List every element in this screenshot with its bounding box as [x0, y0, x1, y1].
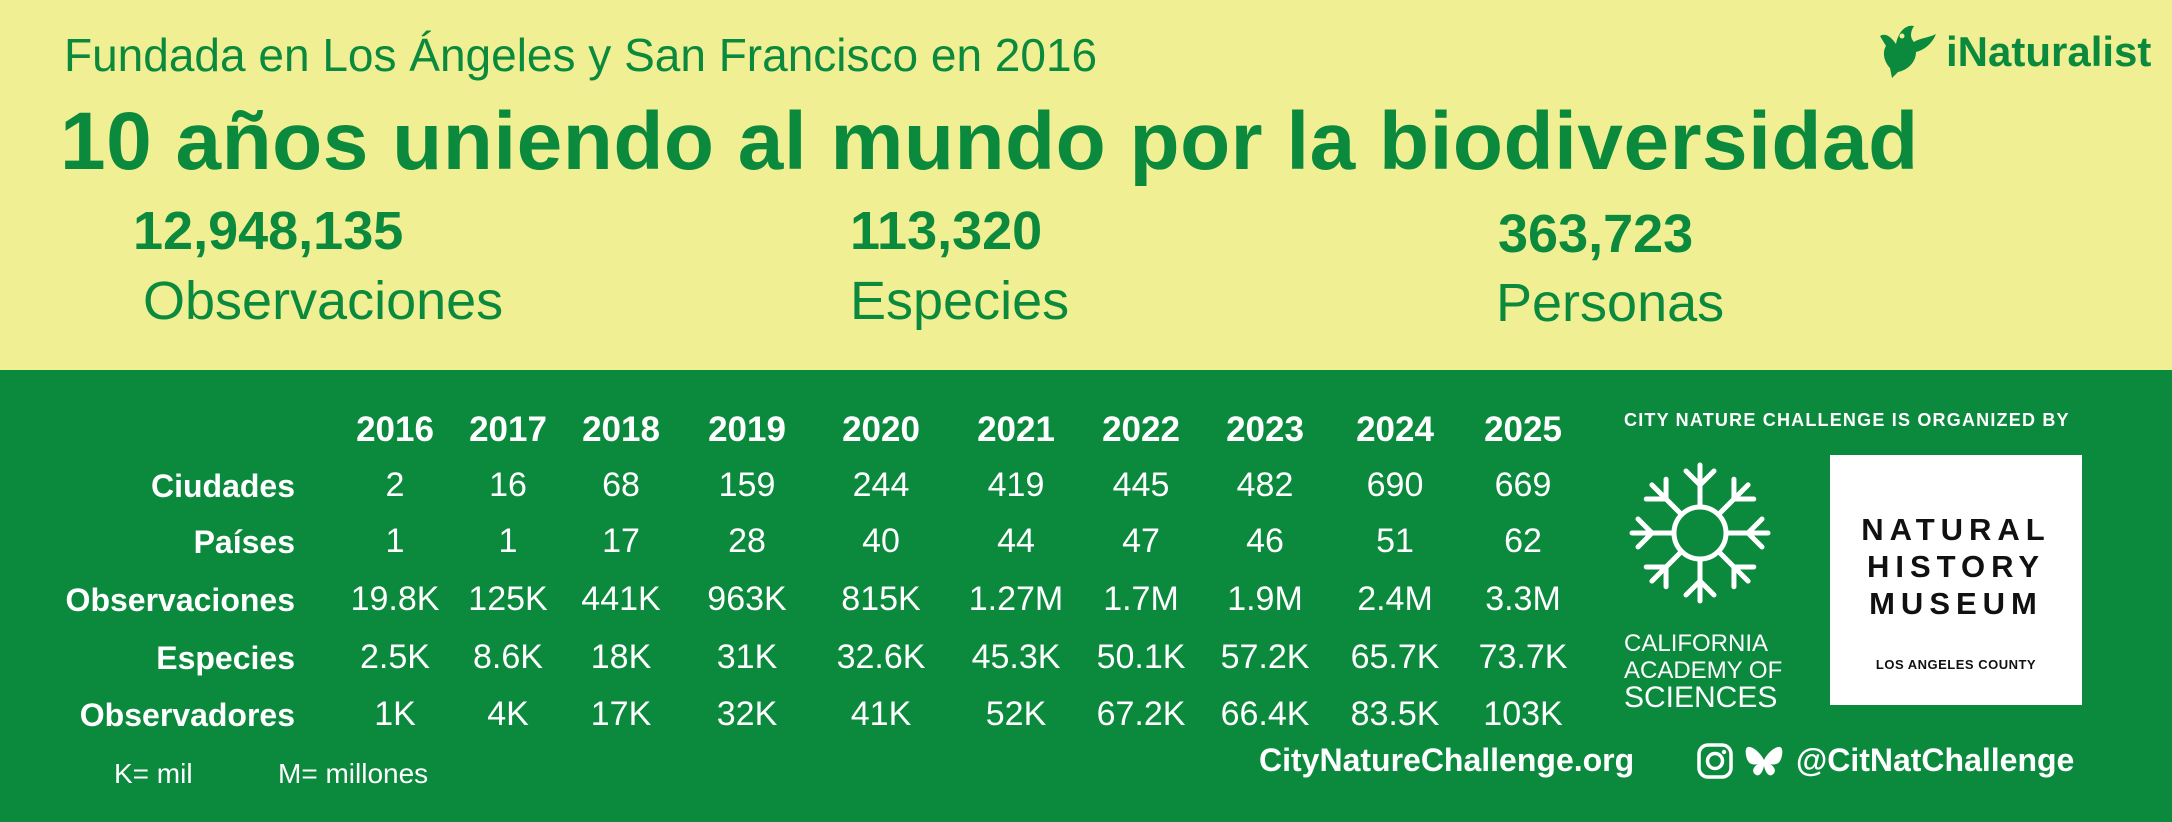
table-cell: 68: [602, 466, 640, 504]
social-handle[interactable]: @CitNatChallenge: [1796, 742, 2075, 778]
legend-k: K= mil: [114, 758, 193, 789]
year-header: 2020: [842, 410, 920, 449]
table-cell: 103K: [1483, 695, 1563, 733]
subtitle: Fundada en Los Ángeles y San Francisco e…: [64, 29, 1098, 81]
natural-history-museum-logo: NATURAL HISTORY MUSEUM LOS ANGELES COUNT…: [1830, 455, 2082, 705]
table-cell: 44: [997, 522, 1035, 560]
table-cell: 28: [728, 522, 766, 560]
table-cell: 3.3M: [1485, 580, 1561, 618]
table-cell: 62: [1504, 522, 1542, 560]
table-cell: 244: [852, 466, 910, 504]
table-cell: 32.6K: [836, 638, 926, 676]
table-cell: 125K: [468, 580, 548, 618]
table-cell: 19.8K: [350, 580, 440, 618]
table-cell: 1: [498, 522, 518, 560]
table-cell: 8.6K: [473, 638, 543, 676]
table-cell: 159: [718, 466, 776, 504]
table-cell: 16: [489, 466, 527, 504]
table-cell: 18K: [590, 638, 652, 676]
row-label-paises: Países: [193, 524, 295, 560]
cas-line: SCIENCES: [1624, 681, 1778, 714]
table-cell: 1.27M: [968, 580, 1064, 618]
table-cell: 445: [1112, 466, 1170, 504]
stat-people-value: 363,723: [1498, 204, 1694, 264]
california-academy-name: CALIFORNIA ACADEMY OF SCIENCES: [1624, 630, 1783, 714]
year-header: 2025: [1484, 410, 1562, 449]
table-cell: 1.7M: [1103, 580, 1179, 618]
table-cell: 51: [1376, 522, 1414, 560]
cas-line: ACADEMY OF: [1624, 657, 1783, 684]
year-header: 2024: [1356, 410, 1434, 449]
inaturalist-logo: iNaturalist: [1876, 22, 2156, 82]
header-band: Fundada en Los Ángeles y San Francisco e…: [0, 0, 2172, 370]
row-label-observaciones: Observaciones: [65, 582, 295, 618]
year-header: 2022: [1102, 410, 1180, 449]
table-cell: 482: [1236, 466, 1294, 504]
nhm-line: HISTORY: [1866, 549, 2046, 584]
stat-people-label: Personas: [1496, 273, 1725, 333]
table-cell: 73.7K: [1478, 638, 1568, 676]
nhm-line: NATURAL: [1861, 512, 2051, 547]
nhm-subtitle: LOS ANGELES COUNTY: [1875, 657, 2037, 672]
table-cell: 669: [1494, 466, 1552, 504]
table-cell: 46: [1246, 522, 1284, 560]
stats-band: 2016 2017 2018 2019 2020 2021 2022 2023 …: [0, 370, 2172, 822]
table-cell: 50.1K: [1096, 638, 1186, 676]
row-label-ciudades: Ciudades: [150, 468, 295, 504]
table-cell: 32K: [716, 695, 778, 733]
year-header: 2021: [977, 410, 1055, 449]
table-cell: 2: [385, 466, 405, 504]
organizers-heading: CITY NATURE CHALLENGE IS ORGANIZED BY: [1624, 410, 2070, 430]
table-cell: 17: [602, 522, 640, 560]
nhm-line: MUSEUM: [1869, 586, 2043, 621]
table-cell: 441K: [581, 580, 661, 618]
table-cell: 815K: [841, 580, 921, 618]
table-cell: 690: [1366, 466, 1424, 504]
year-header: 2023: [1226, 410, 1304, 449]
table-cell: 963K: [707, 580, 787, 618]
table-cell: 31K: [716, 638, 778, 676]
year-header: 2017: [469, 410, 547, 449]
table-cell: 83.5K: [1350, 695, 1440, 733]
brand-name: iNaturalist: [1946, 28, 2152, 75]
table-cell: 40: [862, 522, 900, 560]
table-cell: 419: [987, 466, 1045, 504]
bluesky-icon[interactable]: [1744, 744, 1784, 780]
table-cell: 52K: [985, 695, 1047, 733]
table-cell: 47: [1122, 522, 1160, 560]
stat-species-value: 113,320: [850, 201, 1043, 261]
table-cell: 65.7K: [1350, 638, 1440, 676]
table-cell: 67.2K: [1096, 695, 1186, 733]
row-label-observadores: Observadores: [79, 697, 295, 733]
table-cell: 1.9M: [1227, 580, 1303, 618]
stat-species-label: Especies: [850, 271, 1070, 331]
year-header: 2019: [708, 410, 786, 449]
bird-icon: [1880, 25, 1936, 78]
nhm-name: NATURAL HISTORY MUSEUM: [1830, 511, 2082, 622]
table-cell: 41K: [850, 695, 912, 733]
table-cell: 45.3K: [971, 638, 1061, 676]
table-cell: 4K: [487, 695, 529, 733]
instagram-icon[interactable]: [1696, 742, 1734, 780]
year-header: 2016: [356, 410, 434, 449]
page-title: 10 años uniendo al mundo por la biodiver…: [60, 96, 1919, 187]
starburst-icon: [1632, 462, 1768, 601]
table-cell: 66.4K: [1220, 695, 1310, 733]
stat-observations-value: 12,948,135: [133, 201, 404, 261]
california-academy-logo: [1620, 462, 1780, 615]
stat-observations-label: Observaciones: [143, 271, 504, 331]
table-cell: 2.5K: [360, 638, 430, 676]
table-cell: 1K: [374, 695, 416, 733]
website-link[interactable]: CityNatureChallenge.org: [1259, 742, 1635, 778]
table-cell: 57.2K: [1220, 638, 1310, 676]
year-header: 2018: [582, 410, 660, 449]
table-cell: 17K: [590, 695, 652, 733]
legend-m: M= millones: [278, 758, 429, 789]
table-cell: 1: [385, 522, 405, 560]
table-cell: 2.4M: [1357, 580, 1433, 618]
cas-line: CALIFORNIA: [1624, 630, 1769, 657]
row-label-especies: Especies: [156, 640, 295, 676]
